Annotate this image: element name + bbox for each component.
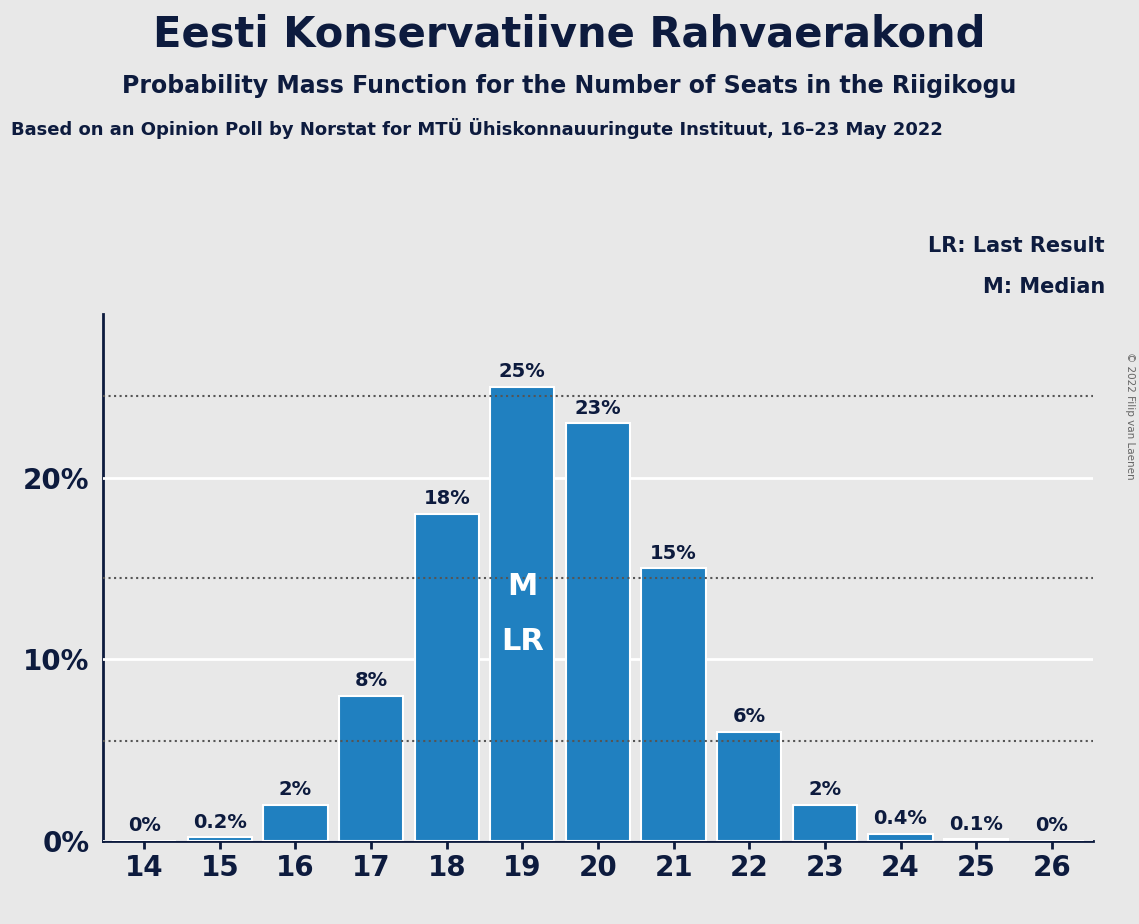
Text: 2%: 2% [279,780,312,799]
Text: © 2022 Filip van Laenen: © 2022 Filip van Laenen [1125,352,1134,480]
Bar [339,696,403,841]
Text: Based on an Opinion Poll by Norstat for MTÜ Ühiskonnauuringute Instituut, 16–23 : Based on an Opinion Poll by Norstat for … [11,118,943,140]
Text: 6%: 6% [732,708,765,726]
Bar [415,514,478,841]
Bar [868,833,933,841]
Text: LR: LR [501,626,543,655]
Bar [566,423,630,841]
Text: Eesti Konservatiivne Rahvaerakond: Eesti Konservatiivne Rahvaerakond [154,14,985,55]
Text: 25%: 25% [499,362,546,382]
Text: 0.4%: 0.4% [874,809,927,828]
Text: 2%: 2% [809,780,842,799]
Text: M: Median: M: Median [983,277,1105,298]
Text: 8%: 8% [354,671,387,690]
Bar [263,805,328,841]
Text: 18%: 18% [424,490,470,508]
Text: 15%: 15% [650,544,697,563]
Text: 0%: 0% [128,817,161,835]
Bar [944,839,1008,841]
Text: 0.2%: 0.2% [192,813,247,832]
Bar [490,387,555,841]
Bar [188,837,252,841]
Text: Probability Mass Function for the Number of Seats in the Riigikogu: Probability Mass Function for the Number… [122,74,1017,98]
Bar [793,805,857,841]
Text: M: M [507,572,538,602]
Text: LR: Last Result: LR: Last Result [928,236,1105,256]
Bar [718,732,781,841]
Text: 0.1%: 0.1% [949,815,1003,833]
Text: 0%: 0% [1035,817,1068,835]
Text: 23%: 23% [575,398,621,418]
Bar [641,568,706,841]
